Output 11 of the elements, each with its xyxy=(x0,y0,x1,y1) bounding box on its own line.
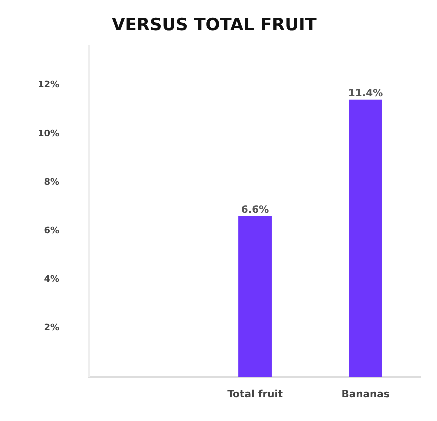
data-label: 11.4% xyxy=(348,88,384,100)
y-tick-label: 4% xyxy=(44,275,60,286)
x-tick-label: Total fruit xyxy=(228,390,284,401)
y-tick-label: 6% xyxy=(44,226,60,236)
y-tick-label: 12% xyxy=(38,80,60,91)
data-label: 6.6% xyxy=(241,205,270,216)
y-tick-label: 8% xyxy=(44,178,60,188)
x-tick-label: Bananas xyxy=(342,390,390,401)
chart-title: VERSUS TOTAL FRUIT xyxy=(112,16,318,36)
y-tick-label: 2% xyxy=(44,324,60,334)
y-tick-label: 10% xyxy=(38,129,60,140)
